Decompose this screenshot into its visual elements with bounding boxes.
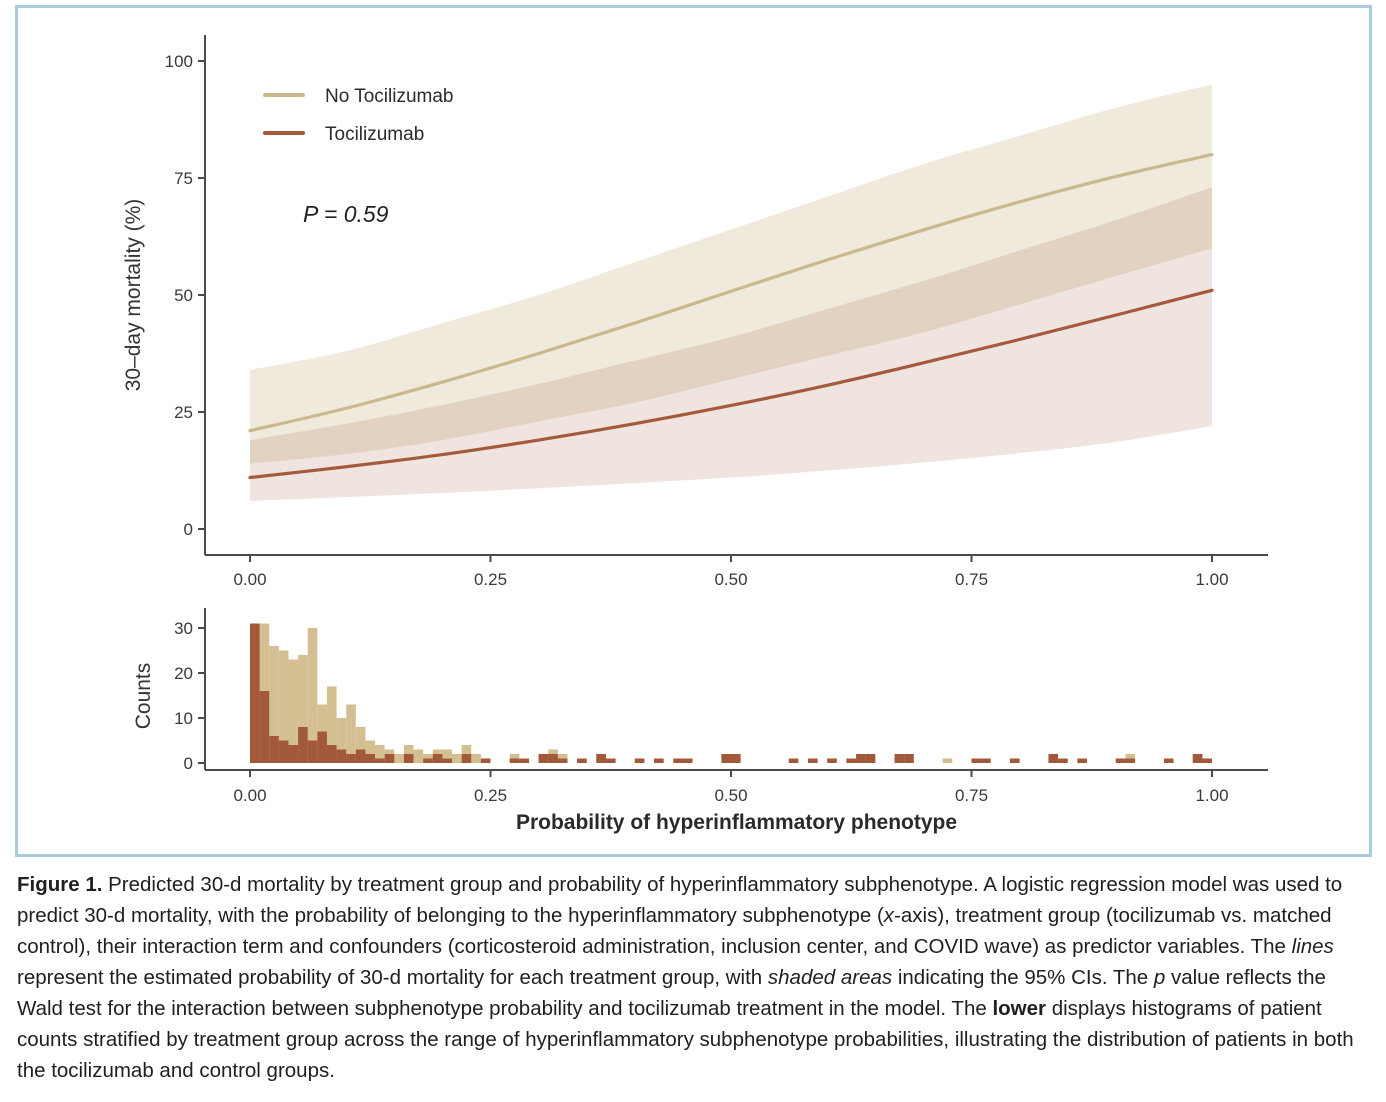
hist-bar (433, 754, 443, 763)
hist-bar (1116, 759, 1126, 764)
hist-bar (635, 759, 645, 764)
hist-bar (548, 754, 558, 763)
hist-bar (317, 732, 327, 764)
hist-bar (789, 759, 799, 764)
x-tick-label: 0.50 (714, 570, 747, 589)
y-tick-label: 30 (174, 619, 193, 638)
hist-bar (539, 754, 549, 763)
hist-bar (442, 759, 452, 764)
y-tick-label: 10 (174, 709, 193, 728)
x-tick-label: 1.00 (1195, 570, 1228, 589)
hist-bar (404, 754, 414, 763)
hist-bar (866, 754, 876, 763)
hist-bar (1164, 759, 1174, 764)
hist-bar (943, 759, 953, 764)
y-tick-label: 0 (184, 754, 193, 773)
legend-label-tocilizumab: Tocilizumab (325, 124, 424, 145)
legend-label-no-tocilizumab: No Tocilizumab (325, 86, 453, 107)
hist-bar (365, 754, 375, 763)
hist-bar (356, 750, 366, 764)
histogram-y-axis-title: Counts (132, 663, 155, 730)
hist-bar (721, 754, 731, 763)
caption-segment: lines (1292, 935, 1334, 958)
hist-bar (577, 759, 587, 764)
y-tick-label: 20 (174, 664, 193, 683)
hist-bar (895, 754, 905, 763)
hist-bar (827, 759, 837, 764)
x-tick-label: 1.00 (1195, 786, 1228, 805)
hist-bar (279, 741, 289, 764)
hist-bar (558, 759, 568, 764)
figure-caption: Figure 1. Predicted 30-d mortality by tr… (17, 869, 1365, 1086)
caption-segment: x (884, 904, 894, 927)
hist-bar (269, 736, 279, 763)
figure-panel: 02550751000.000.250.500.751.0030–day mor… (15, 5, 1372, 857)
hist-bar (423, 759, 433, 764)
legend: No Tocilizumab Tocilizumab (265, 86, 453, 145)
caption-segment: p (1154, 966, 1165, 989)
caption-segment: indicating the 95% CIs. The (892, 966, 1154, 989)
y-tick-label: 0 (184, 520, 193, 539)
hist-bar (414, 750, 424, 764)
hist-bar (298, 727, 308, 763)
hist-bar (308, 741, 318, 764)
hist-bar (260, 691, 270, 763)
hist-bar (375, 759, 385, 764)
hist-bar (337, 750, 347, 764)
hist-bar (327, 745, 337, 763)
hist-bar (606, 759, 616, 764)
hist-bar (1048, 754, 1058, 763)
hist-bar (1202, 759, 1212, 764)
hist-bar (462, 754, 472, 763)
hist-bar (481, 759, 491, 764)
hist-bar (683, 759, 693, 764)
hist-bar (1125, 759, 1135, 764)
x-tick-label: 0.75 (955, 570, 988, 589)
hist-bar (510, 759, 520, 764)
hist-bar (250, 624, 260, 764)
caption-segment: Figure 1. (17, 873, 102, 896)
hist-bar (346, 754, 356, 763)
hist-bar (288, 745, 298, 763)
hist-bar (846, 759, 856, 764)
hist-bar (1058, 759, 1068, 764)
y-tick-label: 25 (174, 403, 193, 422)
hist-bar (519, 759, 529, 764)
hist-bar (1010, 759, 1020, 764)
hist-bar (972, 759, 982, 764)
mortality-figure-chart: 02550751000.000.250.500.751.0030–day mor… (18, 8, 1369, 854)
histogram-series-no-tocilizumab (250, 624, 1212, 764)
x-tick-label: 0.25 (474, 786, 507, 805)
p-value-annotation: P = 0.59 (303, 201, 389, 227)
caption-segment: lower (992, 997, 1046, 1020)
figure-page: 02550751000.000.250.500.751.0030–day mor… (0, 0, 1386, 1102)
hist-bar (673, 759, 683, 764)
hist-bar (452, 754, 462, 763)
caption-segment: represent the estimated probability of 3… (17, 966, 768, 989)
y-tick-label: 100 (165, 52, 193, 71)
hist-bar (904, 754, 914, 763)
y-tick-label: 75 (174, 169, 193, 188)
hist-bar (981, 759, 991, 764)
hist-bar (596, 754, 606, 763)
x-tick-label: 0.00 (233, 786, 266, 805)
y-axis-title: 30–day mortality (%) (122, 199, 145, 392)
hist-bar (471, 754, 481, 763)
x-tick-label: 0.00 (233, 570, 266, 589)
hist-bar (385, 754, 395, 763)
hist-bar (1193, 754, 1203, 763)
x-tick-label: 0.75 (955, 786, 988, 805)
histogram-series-tocilizumab (250, 624, 1212, 764)
hist-bar (808, 759, 818, 764)
y-tick-label: 50 (174, 286, 193, 305)
hist-bar (1077, 759, 1087, 764)
x-tick-label: 0.25 (474, 570, 507, 589)
hist-bar (394, 754, 404, 763)
hist-bar (731, 754, 741, 763)
x-tick-label: 0.50 (714, 786, 747, 805)
x-axis-title: Probability of hyperinflammatory phenoty… (516, 811, 957, 834)
hist-bar (654, 759, 664, 764)
hist-bar (856, 754, 866, 763)
caption-segment: shaded areas (768, 966, 892, 989)
